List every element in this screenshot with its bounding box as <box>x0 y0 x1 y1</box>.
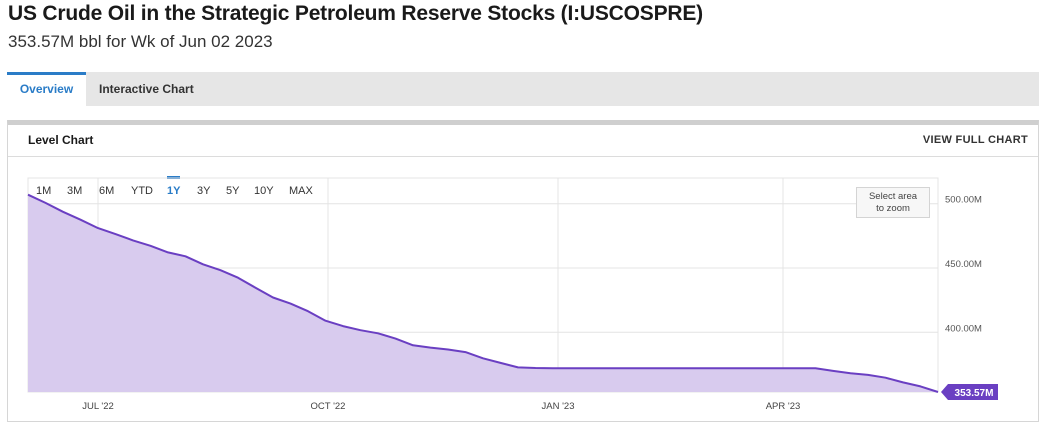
data-point <box>44 202 46 204</box>
data-point <box>639 367 641 369</box>
data-point <box>219 269 221 271</box>
series-line <box>27 193 939 393</box>
data-point <box>552 367 554 369</box>
data-point <box>674 367 676 369</box>
data-point <box>849 372 851 374</box>
data-point <box>272 296 274 298</box>
data-point <box>937 391 939 393</box>
data-point <box>412 344 414 346</box>
data-point <box>727 367 729 369</box>
data-point <box>832 370 834 372</box>
data-point <box>359 329 361 331</box>
page-subtitle: 353.57M bbl for Wk of Jun 02 2023 <box>8 32 273 51</box>
y-tick-label: 400.00M <box>945 323 982 334</box>
data-point <box>534 367 536 369</box>
data-point <box>307 310 309 312</box>
zoom-hint-line-2: to zoom <box>876 203 910 214</box>
data-point <box>324 320 326 322</box>
series-area-fill <box>28 194 938 392</box>
range-button-6m[interactable]: 6M <box>99 185 115 197</box>
data-point <box>902 381 904 383</box>
data-point <box>429 346 431 348</box>
data-point <box>149 245 151 247</box>
data-point <box>867 374 869 376</box>
card-header: Level Chart VIEW FULL CHART <box>8 125 1038 157</box>
data-point <box>622 367 624 369</box>
data-point <box>202 263 204 265</box>
x-tick-label: JAN '23 <box>542 401 575 412</box>
range-button-5y[interactable]: 5Y <box>226 185 240 197</box>
data-point <box>377 332 379 334</box>
data-point <box>657 367 659 369</box>
data-point <box>814 367 816 369</box>
data-point <box>342 325 344 327</box>
data-point <box>884 377 886 379</box>
range-button-10y[interactable]: 10Y <box>254 185 274 197</box>
data-point <box>587 367 589 369</box>
data-point <box>132 239 134 241</box>
data-point <box>289 302 291 304</box>
data-point <box>237 277 239 279</box>
x-tick-label: JUL '22 <box>82 401 114 412</box>
data-point <box>744 367 746 369</box>
range-button-3y[interactable]: 3Y <box>197 185 211 197</box>
data-point <box>447 348 449 350</box>
page-title: US Crude Oil in the Strategic Petroleum … <box>8 2 703 25</box>
data-point <box>482 357 484 359</box>
last-value-label: 353.57M <box>955 388 994 399</box>
range-button-1m[interactable]: 1M <box>36 185 52 197</box>
range-button-1y[interactable]: 1Y <box>167 185 181 197</box>
data-point <box>919 385 921 387</box>
tab-overview[interactable]: Overview <box>7 72 86 106</box>
data-point <box>464 351 466 353</box>
zoom-hint-line-1: Select area <box>868 191 918 202</box>
x-tick-label: APR '23 <box>766 401 801 412</box>
data-point <box>762 367 764 369</box>
data-point <box>692 367 694 369</box>
data-point <box>167 251 169 253</box>
data-point <box>779 367 781 369</box>
view-full-chart-link[interactable]: VIEW FULL CHART <box>922 134 1028 146</box>
data-point <box>569 367 571 369</box>
y-tick-label: 500.00M <box>945 195 982 206</box>
data-point <box>709 367 711 369</box>
data-point <box>254 287 256 289</box>
data-point <box>499 362 501 364</box>
y-tick-label: 450.00M <box>945 259 982 270</box>
data-point <box>79 219 81 221</box>
tab-interactive-chart[interactable]: Interactive Chart <box>99 82 194 96</box>
data-point <box>62 211 64 213</box>
range-button-3m[interactable]: 3M <box>67 185 83 197</box>
range-button-ytd[interactable]: YTD <box>131 185 153 197</box>
data-point <box>604 367 606 369</box>
data-point <box>517 366 519 368</box>
data-point <box>184 255 186 257</box>
x-tick-label: OCT '22 <box>311 401 346 412</box>
data-point <box>797 367 799 369</box>
data-point <box>97 227 99 229</box>
range-button-max[interactable]: MAX <box>289 185 313 197</box>
card-title: Level Chart <box>28 133 94 147</box>
data-point <box>27 194 29 196</box>
tab-bar: Overview Interactive Chart <box>7 72 1039 106</box>
last-value-flag <box>941 384 998 400</box>
data-point <box>114 233 116 235</box>
select-area-to-zoom-hint: Select area to zoom <box>856 187 930 218</box>
data-point <box>394 337 396 339</box>
